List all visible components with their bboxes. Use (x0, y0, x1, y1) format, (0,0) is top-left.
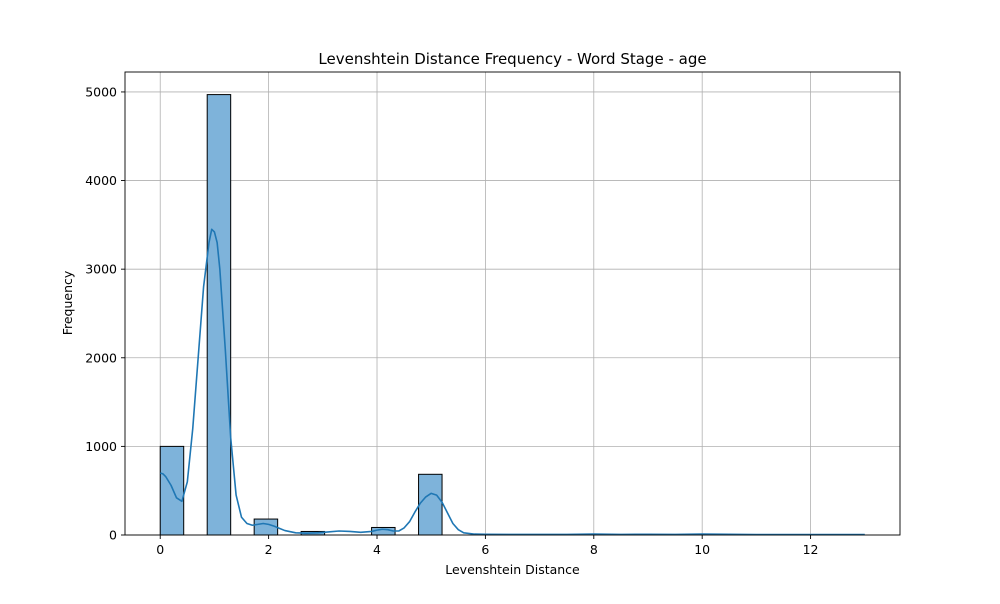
x-tick-label: 12 (803, 542, 819, 557)
x-tick-label: 8 (590, 542, 598, 557)
y-tick-label: 1000 (85, 439, 117, 454)
x-tick-label: 0 (156, 542, 164, 557)
y-tick-label: 0 (109, 528, 117, 543)
ticks-layer: 0 2 4 6 8 10 12 0 1000 2000 3000 4000 5000 (85, 84, 818, 557)
histogram-bar (206, 94, 232, 536)
x-tick-label: 6 (481, 542, 489, 557)
chart-title: Levenshtein Distance Frequency - Word St… (318, 50, 706, 68)
y-tick-label: 4000 (85, 173, 117, 188)
histogram-bar (418, 473, 443, 536)
y-axis-label: Frequency (60, 270, 75, 335)
y-tick-label: 5000 (85, 84, 117, 99)
axes-layer (124, 71, 901, 536)
kde-layer (159, 228, 865, 536)
x-tick-label: 4 (373, 542, 381, 557)
grid-layer (125, 72, 900, 536)
y-tick-label: 2000 (85, 350, 117, 365)
plot-frame (124, 71, 901, 536)
histogram-bar (159, 445, 185, 536)
x-tick-label: 10 (694, 542, 710, 557)
x-axis-label: Levenshtein Distance (445, 562, 580, 577)
bars-layer (159, 94, 443, 536)
y-tick-label: 3000 (85, 262, 117, 277)
x-tick-label: 2 (265, 542, 273, 557)
kde-line (159, 228, 865, 536)
